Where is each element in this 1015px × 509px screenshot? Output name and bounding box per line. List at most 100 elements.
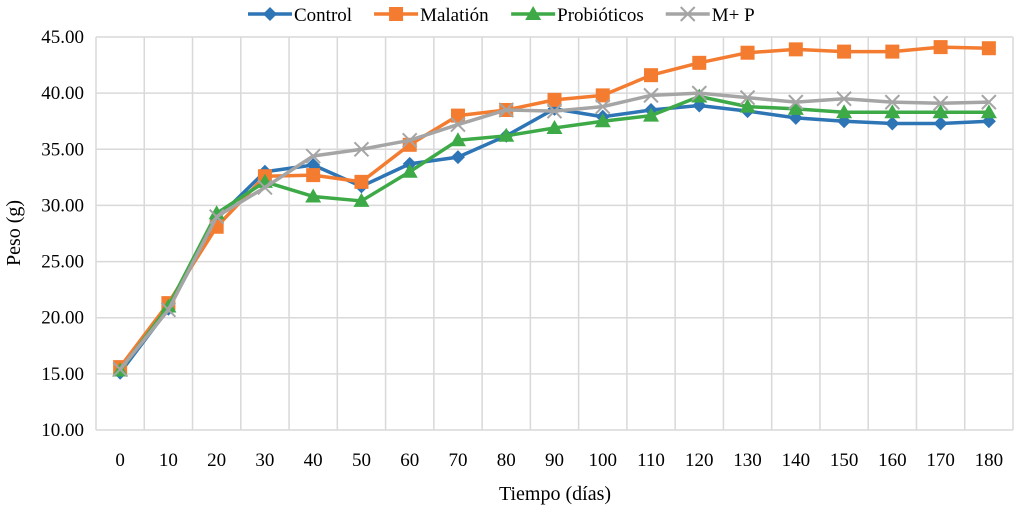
x-tick-label: 120: [685, 450, 714, 471]
y-tick-label: 35.00: [41, 139, 84, 160]
data-point: [305, 188, 322, 203]
data-point: [980, 104, 997, 119]
y-axis-ticks: 10.00 15.00 20.00 25.00 30.00 35.00 40.00 45.00: [41, 27, 84, 441]
data-point: [353, 141, 370, 157]
data-point: [981, 94, 997, 110]
x-tick-label: 30: [255, 450, 274, 471]
data-point: [498, 127, 515, 142]
legend-marker: [525, 6, 542, 20]
data-point: [788, 94, 804, 110]
data-point: [932, 95, 949, 111]
data-point: [305, 148, 321, 164]
x-tick-label: 10: [159, 450, 178, 471]
data-point: [692, 55, 707, 70]
data-point: [933, 116, 948, 131]
x-axis-ticks: 0 10 20 30 40 50 60 70 80 90 100 110 120 130 140 150 160…: [115, 450, 1003, 471]
legend-item: Malatión: [374, 5, 489, 26]
data-point: [547, 92, 562, 107]
y-axis-title: Peso (g): [3, 200, 25, 266]
x-tick-label: 70: [448, 450, 467, 471]
x-tick-label: 140: [782, 450, 811, 471]
data-point: [208, 208, 225, 225]
legend-label: M+ P: [712, 5, 755, 26]
legend: Control Malatión Probióticos M+ P: [248, 5, 755, 26]
y-tick-label: 20.00: [41, 308, 84, 329]
data-point: [643, 87, 659, 104]
data-point: [595, 88, 610, 103]
data-point: [885, 116, 900, 131]
data-point: [644, 68, 659, 83]
legend-label: Malatión: [420, 5, 489, 26]
series-control: [113, 98, 996, 380]
x-tick-label: 60: [400, 450, 419, 471]
x-tick-label: 150: [830, 450, 859, 471]
legend-label: Control: [294, 5, 352, 26]
y-tick-label: 40.00: [41, 83, 84, 104]
data-point: [933, 40, 948, 55]
data-point: [402, 132, 418, 149]
legend-item: M+ P: [665, 5, 755, 26]
legend-marker: [263, 7, 277, 21]
x-axis-title: Tiempo (días): [499, 483, 611, 505]
data-point: [595, 98, 611, 115]
data-point: [740, 45, 755, 60]
data-point: [401, 163, 418, 178]
legend-label: Probióticos: [557, 5, 644, 26]
x-tick-label: 170: [926, 450, 955, 471]
x-tick-label: 40: [304, 450, 323, 471]
data-point: [836, 104, 853, 119]
data-point: [739, 89, 756, 106]
x-tick-label: 130: [733, 450, 762, 471]
data-point: [450, 116, 466, 133]
legend-item: Control: [248, 5, 352, 26]
series-probi-ticos: [112, 88, 997, 377]
data-point: [836, 91, 852, 107]
series-line: [118, 103, 989, 374]
series-malati-n: [113, 40, 996, 375]
data-point: [257, 179, 273, 196]
x-tick-label: 180: [975, 450, 1004, 471]
series-group: [112, 40, 997, 380]
x-tick-label: 80: [497, 450, 516, 471]
data-point: [546, 103, 563, 119]
data-point: [112, 361, 128, 378]
data-point: [306, 168, 321, 183]
data-point: [354, 174, 369, 189]
data-point: [160, 302, 177, 318]
data-point: [450, 150, 465, 165]
data-point: [932, 104, 949, 119]
data-point: [691, 85, 707, 101]
x-tick-label: 20: [207, 450, 226, 471]
grid: [95, 36, 1014, 431]
data-point: [160, 298, 177, 313]
data-point: [353, 192, 370, 207]
data-point: [643, 107, 660, 122]
x-tick-label: 90: [545, 450, 564, 471]
data-point: [449, 132, 466, 147]
x-tick-label: 50: [352, 450, 371, 471]
data-point: [450, 108, 465, 123]
y-tick-label: 25.00: [41, 252, 84, 273]
data-point: [787, 100, 804, 115]
data-point: [981, 41, 996, 56]
legend-marker: [680, 6, 696, 22]
y-tick-label: 45.00: [41, 27, 84, 48]
data-point: [594, 113, 611, 128]
y-tick-label: 30.00: [41, 195, 84, 216]
data-point: [837, 44, 852, 59]
series-m-p: [112, 85, 997, 378]
data-point: [498, 102, 514, 118]
data-point: [884, 94, 901, 110]
legend-marker: [389, 7, 404, 21]
series-line: [118, 91, 989, 371]
data-point: [691, 88, 708, 103]
data-point: [884, 104, 901, 119]
data-point: [788, 42, 803, 57]
y-tick-label: 10.00: [41, 420, 84, 441]
series-line: [118, 94, 989, 372]
legend-item: Probióticos: [511, 5, 644, 26]
x-tick-label: 100: [589, 450, 618, 471]
data-point: [546, 119, 563, 134]
data-point: [739, 98, 756, 113]
